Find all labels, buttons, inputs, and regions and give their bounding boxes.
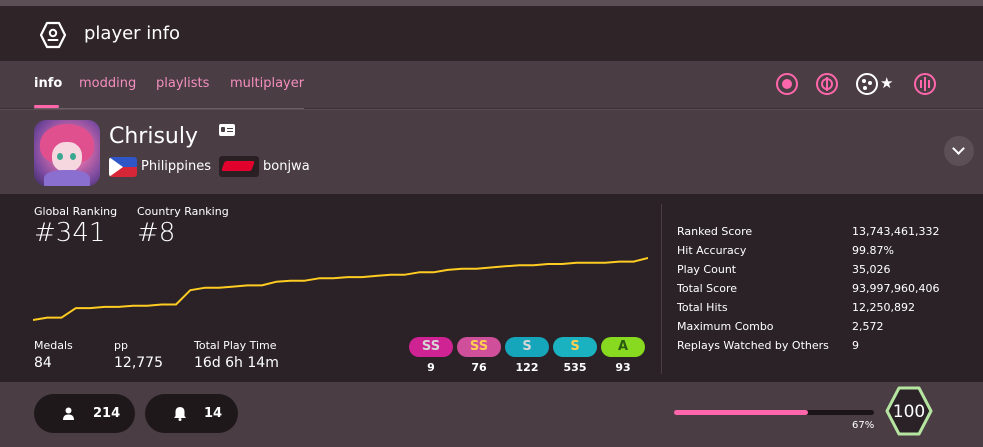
- stats-panel: Global Ranking #341 Country Ranking #8 M…: [0, 194, 983, 382]
- total-score-label: Total Score: [677, 282, 737, 295]
- hit-accuracy-label: Hit Accuracy: [677, 244, 747, 257]
- active-tab-indicator: [34, 105, 59, 108]
- osu-mode-icon[interactable]: [776, 73, 798, 95]
- tab-info[interactable]: info: [34, 76, 63, 91]
- country-name[interactable]: Philippines: [141, 159, 212, 174]
- level-progress-percent: 67%: [852, 420, 875, 431]
- grade-s-count: 535: [563, 361, 587, 374]
- global-ranking-value: #341: [34, 218, 106, 248]
- expand-profile-button[interactable]: [944, 136, 974, 166]
- playtime-label: Total Play Time: [194, 339, 277, 352]
- user-card-icon[interactable]: [219, 124, 235, 136]
- play-count-value: 35,026: [852, 263, 891, 276]
- grade-s-silver-count: 122: [515, 361, 539, 374]
- global-ranking-label: Global Ranking: [34, 205, 118, 218]
- tab-playlists[interactable]: playlists: [156, 76, 210, 91]
- country-ranking-label: Country Ranking: [137, 205, 229, 218]
- avatar[interactable]: [34, 120, 100, 186]
- catch-mode-icon[interactable]: [856, 73, 878, 95]
- rank-history-line: [33, 257, 648, 321]
- tab-multiplayer[interactable]: multiplayer: [230, 76, 305, 91]
- grade-s-badge: S: [553, 337, 597, 357]
- hit-accuracy-value: 99.87%: [852, 244, 894, 257]
- mania-mode-icon[interactable]: [914, 73, 936, 95]
- top-strip: [0, 0, 983, 6]
- grade-a-count: 93: [615, 361, 631, 374]
- maximum-combo-value: 2,572: [852, 320, 884, 333]
- level-progress-bar: [674, 410, 874, 415]
- profile-footer: 214 14 67% 100: [0, 382, 983, 447]
- level-value: 100: [892, 402, 926, 422]
- grade-ss-badge: SS: [457, 337, 501, 357]
- username: Chrisuly: [109, 124, 198, 149]
- grade-a-badge: A: [601, 337, 645, 357]
- followers-count: 214: [93, 406, 121, 421]
- pp-value: 12,775: [114, 355, 163, 371]
- team-flag-icon[interactable]: [219, 156, 259, 177]
- total-hits-label: Total Hits: [677, 301, 728, 314]
- subscribers-button[interactable]: 14: [145, 394, 238, 433]
- page-title: player info: [84, 23, 181, 44]
- team-name[interactable]: bonjwa: [263, 159, 310, 174]
- level-progress-fill: [674, 410, 808, 415]
- level-badge-icon: [885, 386, 933, 436]
- user-hexagon-icon: [39, 21, 67, 49]
- page-header: player info: [0, 6, 983, 61]
- medals-value: 84: [34, 355, 52, 371]
- bell-icon: [174, 407, 186, 421]
- replays-watched-label: Replays Watched by Others: [677, 339, 829, 352]
- country-ranking-value: #8: [137, 218, 176, 248]
- followers-button[interactable]: 214: [34, 394, 135, 433]
- ranked-score-label: Ranked Score: [677, 225, 753, 238]
- grade-s-silver-badge: S: [505, 337, 549, 357]
- pp-label: pp: [114, 339, 128, 352]
- total-hits-value: 12,250,892: [852, 301, 915, 314]
- medals-label: Medals: [34, 339, 73, 352]
- grade-ss-silver-badge: SS: [409, 337, 453, 357]
- maximum-combo-label: Maximum Combo: [677, 320, 774, 333]
- profile-header: Chrisuly Philippines bonjwa: [0, 109, 983, 194]
- playtime-value: 16d 6h 14m: [194, 355, 279, 371]
- user-icon: [63, 407, 74, 420]
- taiko-mode-icon[interactable]: [816, 73, 838, 95]
- grade-ss-silver-count: 9: [427, 361, 435, 374]
- chevron-down-icon: [952, 142, 965, 155]
- total-score-value: 93,997,960,406: [852, 282, 940, 295]
- rank-history-chart[interactable]: [33, 254, 648, 324]
- stats-divider: [661, 204, 662, 374]
- ranked-score-value: 13,743,461,332: [852, 225, 940, 238]
- replays-watched-value: 9: [852, 339, 859, 352]
- tab-modding[interactable]: modding: [79, 76, 137, 91]
- grade-ss-count: 76: [471, 361, 487, 374]
- play-count-label: Play Count: [677, 263, 737, 276]
- tab-list: info modding playlists multiplayer: [34, 61, 304, 109]
- subscribers-count: 14: [204, 406, 223, 421]
- philippines-flag-icon[interactable]: [109, 157, 137, 177]
- star-icon: ★: [880, 74, 894, 92]
- tab-bar: info modding playlists multiplayer ★: [0, 61, 983, 109]
